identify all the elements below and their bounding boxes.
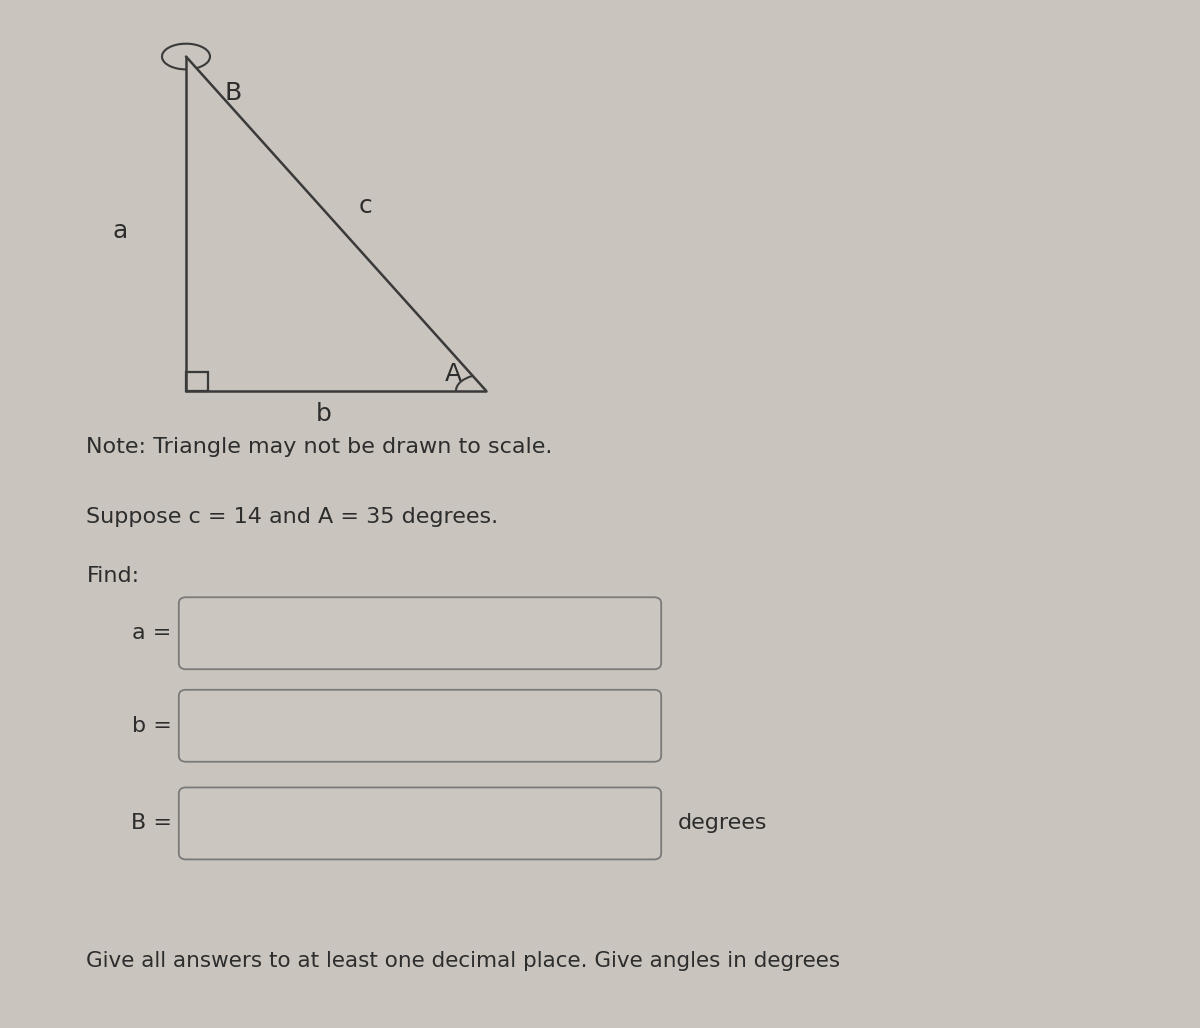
FancyBboxPatch shape [179, 597, 661, 669]
Text: B: B [224, 80, 241, 105]
Text: Note: Triangle may not be drawn to scale.: Note: Triangle may not be drawn to scale… [86, 437, 553, 457]
Text: c: c [359, 193, 373, 218]
Text: Give all answers to at least one decimal place. Give angles in degrees: Give all answers to at least one decimal… [86, 951, 840, 971]
Text: Find:: Find: [86, 565, 139, 586]
Text: b =: b = [132, 715, 172, 736]
Text: B =: B = [131, 813, 172, 834]
Bar [186, 372, 208, 391]
FancyBboxPatch shape [179, 787, 661, 859]
Text: a =: a = [132, 623, 172, 644]
Text: Suppose c = 14 and A = 35 degrees.: Suppose c = 14 and A = 35 degrees. [86, 507, 498, 527]
Text: a: a [113, 219, 127, 244]
Text: A: A [445, 362, 462, 387]
Text: b: b [316, 402, 332, 427]
Text: degrees: degrees [678, 813, 768, 834]
FancyBboxPatch shape [179, 690, 661, 762]
